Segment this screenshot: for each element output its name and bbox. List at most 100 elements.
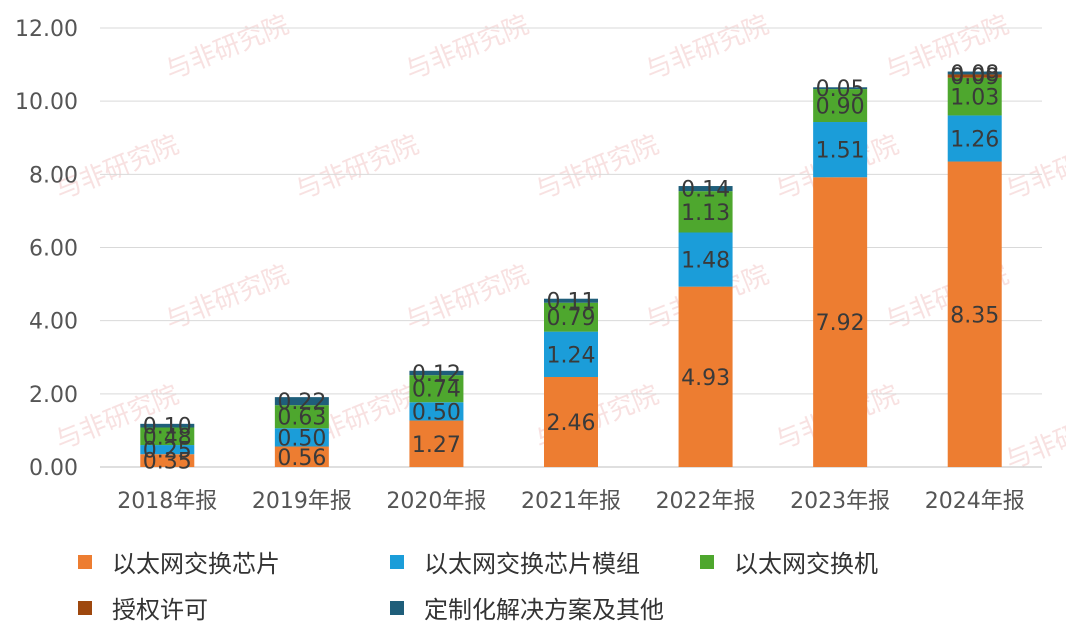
x-tick-label: 2018年报 <box>117 489 217 514</box>
bar-segment <box>140 423 195 428</box>
bar-segment <box>140 427 195 446</box>
watermark-text: 与非研究院 <box>161 260 293 337</box>
legend-label: 以太网交换芯片 <box>112 550 280 578</box>
watermark-text: 与非研究院 <box>641 10 773 87</box>
data-label: 1.48 <box>681 249 730 274</box>
legend-item: 以太网交换芯片 <box>78 544 280 579</box>
data-label: 0.90 <box>816 95 865 120</box>
watermark-text: 与非研究院 <box>291 130 423 207</box>
legend: 以太网交换芯片 以太网交换芯片模组 以太网交换机授权许可 定制化解决方案及其他 <box>0 530 1066 629</box>
legend-swatch <box>78 554 92 569</box>
data-label: 0.74 <box>412 378 461 403</box>
data-label: 4.93 <box>681 366 730 391</box>
y-tick-label: 6.00 <box>29 237 78 262</box>
data-label: 1.27 <box>412 433 461 458</box>
data-label: 0.22 <box>277 390 326 415</box>
legend-swatch <box>390 554 404 569</box>
data-label: 0.12 <box>412 362 461 387</box>
bar-segment <box>947 77 1002 116</box>
bar-segment <box>678 186 733 192</box>
watermark-text: 与非研究院 <box>1001 130 1066 207</box>
legend-label: 授权许可 <box>112 596 208 624</box>
bar-segment <box>813 122 868 178</box>
watermark-text: 与非研究院 <box>531 130 663 207</box>
watermark-text: 与非研究院 <box>1001 400 1066 477</box>
legend-label: 定制化解决方案及其他 <box>424 596 664 624</box>
bar-segment <box>813 177 868 467</box>
data-label: 0.48 <box>143 425 192 450</box>
bar-segment <box>409 370 464 376</box>
bar-segment <box>678 286 733 467</box>
data-label: 1.24 <box>547 343 596 368</box>
legend-swatch <box>78 600 92 615</box>
bar-segment <box>678 191 733 233</box>
watermark-text: 与非研究院 <box>401 260 533 337</box>
watermark-text: 与非研究院 <box>161 10 293 87</box>
x-axis: 2018年报 2019年报 2020年报 2021年报 2022年报 2023年报 2024… <box>117 489 1024 514</box>
bar-segment <box>140 454 195 467</box>
legend-item: 授权许可 <box>78 590 208 625</box>
bar-segment <box>544 331 598 378</box>
bar-segment <box>947 115 1002 162</box>
bar-segment <box>544 302 598 332</box>
data-label: 0.10 <box>143 415 192 440</box>
data-label: 1.13 <box>681 201 730 226</box>
data-labels: 0.350.250.480.100.560.500.630.221.270.50… <box>143 62 999 475</box>
legend-item: 以太网交换芯片模组 <box>390 544 640 579</box>
data-label: 0.63 <box>277 406 326 431</box>
bar-segment <box>947 71 1002 75</box>
bar-segment <box>274 428 329 447</box>
bars <box>140 71 1002 467</box>
watermark-text: 与非研究院 <box>401 10 533 87</box>
bar-segment <box>544 377 598 467</box>
bar-segment <box>274 397 329 406</box>
y-tick-label: 12.00 <box>15 17 78 42</box>
x-tick-label: 2019年报 <box>252 489 352 514</box>
data-label: 0.05 <box>816 77 865 102</box>
data-label: 8.35 <box>950 303 999 328</box>
x-tick-label: 2024年报 <box>925 489 1025 514</box>
bar-segment <box>274 405 329 429</box>
x-tick-label: 2022年报 <box>656 489 756 514</box>
bar-segment <box>409 375 464 403</box>
data-label: 0.09 <box>950 65 999 90</box>
data-label: 0.50 <box>277 426 326 451</box>
data-label: 0.25 <box>143 439 192 464</box>
data-label: 1.03 <box>950 86 999 111</box>
data-label: 1.26 <box>950 127 999 152</box>
data-label: 0.08 <box>950 62 999 87</box>
bar-segment <box>544 298 598 303</box>
data-label: 7.92 <box>816 311 865 336</box>
y-tick-label: 2.00 <box>29 383 78 408</box>
data-label: 1.51 <box>816 139 865 164</box>
data-label: 0.11 <box>547 290 596 315</box>
x-tick-label: 2020年报 <box>386 489 486 514</box>
data-label: 0.50 <box>412 400 461 425</box>
y-tick-label: 8.00 <box>29 163 78 188</box>
legend-item: 定制化解决方案及其他 <box>390 590 664 625</box>
y-axis: 0.00 2.00 4.00 6.00 8.00 10.00 12.00 <box>15 17 78 481</box>
y-tick-label: 4.00 <box>29 310 78 335</box>
y-tick-label: 0.00 <box>29 456 78 481</box>
bar-segment <box>813 87 868 90</box>
bar-segment <box>409 402 464 421</box>
legend-swatch <box>700 554 714 569</box>
data-label: 0.35 <box>143 450 192 475</box>
bar-segment <box>409 420 464 467</box>
bar-segment <box>274 446 329 467</box>
x-tick-label: 2021年报 <box>521 489 621 514</box>
legend-label: 以太网交换机 <box>734 550 878 578</box>
bar-segment <box>678 232 733 287</box>
legend-label: 以太网交换芯片模组 <box>424 550 640 578</box>
data-label: 0.56 <box>277 446 326 471</box>
y-tick-label: 10.00 <box>15 90 78 115</box>
bar-segment <box>947 74 1002 78</box>
data-label: 2.46 <box>547 411 596 436</box>
bar-segment <box>140 445 195 455</box>
bar-segment <box>813 89 868 123</box>
data-label: 0.14 <box>681 178 730 203</box>
x-tick-label: 2023年报 <box>790 489 890 514</box>
legend-swatch <box>390 600 404 615</box>
data-label: 0.79 <box>547 306 596 331</box>
